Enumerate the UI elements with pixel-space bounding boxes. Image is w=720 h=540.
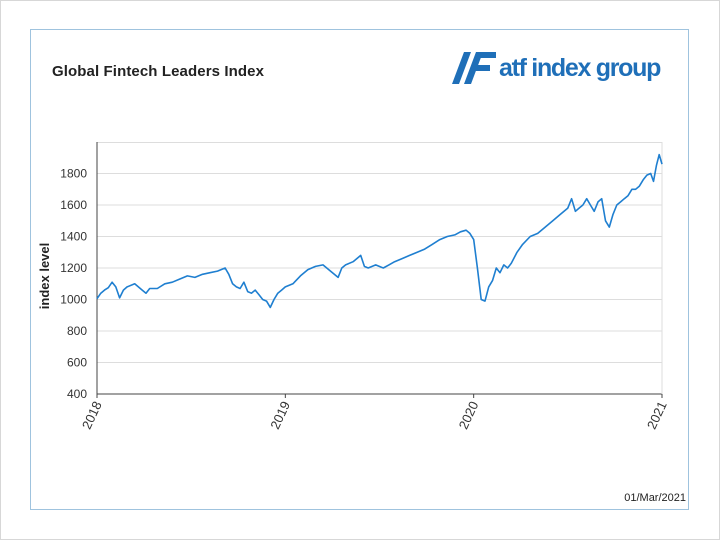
brand-name: atf index group xyxy=(499,53,661,82)
tick-labels: 400 600 800 1000 1200 1400 1600 1800 2018 2019 202… xyxy=(60,167,669,432)
y-tick-label: 600 xyxy=(67,356,87,370)
y-tick-label: 1000 xyxy=(60,293,87,307)
y-tick-label: 1600 xyxy=(60,198,87,212)
x-tick-label: 2018 xyxy=(79,399,105,432)
x-tick-label: 2021 xyxy=(644,399,670,432)
chart-title: Global Fintech Leaders Index xyxy=(52,63,265,80)
y-tick-label: 1800 xyxy=(60,167,87,181)
brand-mark-icon xyxy=(452,52,496,84)
axes xyxy=(96,142,663,398)
date-stamp: 01/Mar/2021 xyxy=(624,492,686,504)
brand-logo: atf index group xyxy=(452,52,661,84)
y-tick-label: 1200 xyxy=(60,261,87,275)
x-tick-label: 2019 xyxy=(267,399,293,432)
grid-lines xyxy=(97,142,662,363)
y-tick-label: 400 xyxy=(67,387,87,401)
chart-frame xyxy=(30,29,689,510)
y-tick-label: 1400 xyxy=(60,230,87,244)
y-tick-label: 800 xyxy=(67,324,87,338)
x-tick-label: 2020 xyxy=(456,399,482,432)
y-axis-title: index level xyxy=(37,243,52,309)
series-line-index-level xyxy=(96,153,663,309)
series-layer xyxy=(96,153,663,309)
